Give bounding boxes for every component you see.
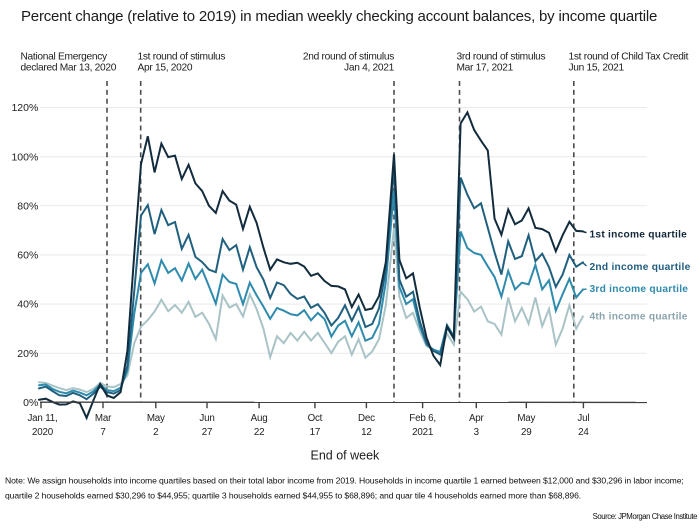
svg-text:Mar 17, 2021: Mar 17, 2021 (457, 63, 514, 74)
svg-text:quartile 2 households earned $: quartile 2 households earned $30,296 to … (5, 491, 581, 501)
svg-text:Jun 15, 2021: Jun 15, 2021 (569, 63, 625, 74)
svg-text:1st income quartile: 1st income quartile (590, 230, 688, 241)
svg-text:3rd income quartile: 3rd income quartile (590, 284, 689, 295)
svg-text:Jul: Jul (577, 413, 589, 424)
svg-text:2nd round of stimulus: 2nd round of stimulus (303, 51, 394, 62)
svg-text:2: 2 (153, 427, 158, 438)
svg-text:27: 27 (202, 427, 213, 438)
svg-text:Percent change (relative to 20: Percent change (relative to 2019) in med… (21, 8, 657, 25)
svg-text:Jan 4, 2021: Jan 4, 2021 (344, 63, 395, 74)
svg-text:May: May (517, 413, 535, 424)
svg-text:100%: 100% (11, 151, 38, 163)
svg-text:End of week: End of week (311, 449, 381, 463)
svg-text:2021: 2021 (412, 427, 433, 438)
svg-text:Apr: Apr (469, 413, 485, 424)
svg-text:Oct: Oct (308, 413, 323, 424)
svg-text:2nd income quartile: 2nd income quartile (590, 262, 691, 273)
svg-text:60%: 60% (17, 250, 38, 262)
svg-text:May: May (147, 413, 165, 424)
svg-text:22: 22 (254, 427, 265, 438)
svg-text:Aug: Aug (251, 413, 268, 424)
svg-text:Jan 11,: Jan 11, (27, 413, 57, 424)
svg-text:20%: 20% (17, 348, 38, 360)
svg-text:3: 3 (474, 427, 480, 438)
svg-text:12: 12 (361, 427, 372, 438)
svg-text:Source: JPMorgan Chase Institu: Source: JPMorgan Chase Institute (593, 512, 697, 521)
svg-text:National Emergency: National Emergency (21, 51, 109, 62)
svg-text:Dec: Dec (358, 413, 375, 424)
svg-text:7: 7 (100, 427, 105, 438)
svg-text:80%: 80% (17, 200, 38, 212)
svg-text:Feb 6,: Feb 6, (409, 413, 436, 424)
svg-text:0%: 0% (23, 397, 38, 409)
svg-text:1st round of stimulus: 1st round of stimulus (138, 51, 226, 62)
svg-text:120%: 120% (11, 102, 38, 114)
svg-text:3rd round of stimulus: 3rd round of stimulus (457, 51, 546, 62)
svg-text:declared Mar 13, 2020: declared Mar 13, 2020 (21, 63, 117, 74)
svg-text:2020: 2020 (32, 427, 54, 438)
svg-text:Mar: Mar (95, 413, 112, 424)
svg-text:1st round of Child Tax Credit: 1st round of Child Tax Credit (569, 51, 689, 62)
svg-text:24: 24 (578, 427, 589, 438)
svg-text:Jun: Jun (199, 413, 214, 424)
svg-text:29: 29 (521, 427, 532, 438)
svg-text:4th income quartile: 4th income quartile (590, 312, 688, 323)
svg-text:40%: 40% (17, 299, 38, 311)
svg-text:Note: We assign households int: Note: We assign households into income q… (5, 476, 684, 486)
svg-text:Apr 15, 2020: Apr 15, 2020 (138, 63, 193, 74)
svg-text:17: 17 (310, 427, 321, 438)
